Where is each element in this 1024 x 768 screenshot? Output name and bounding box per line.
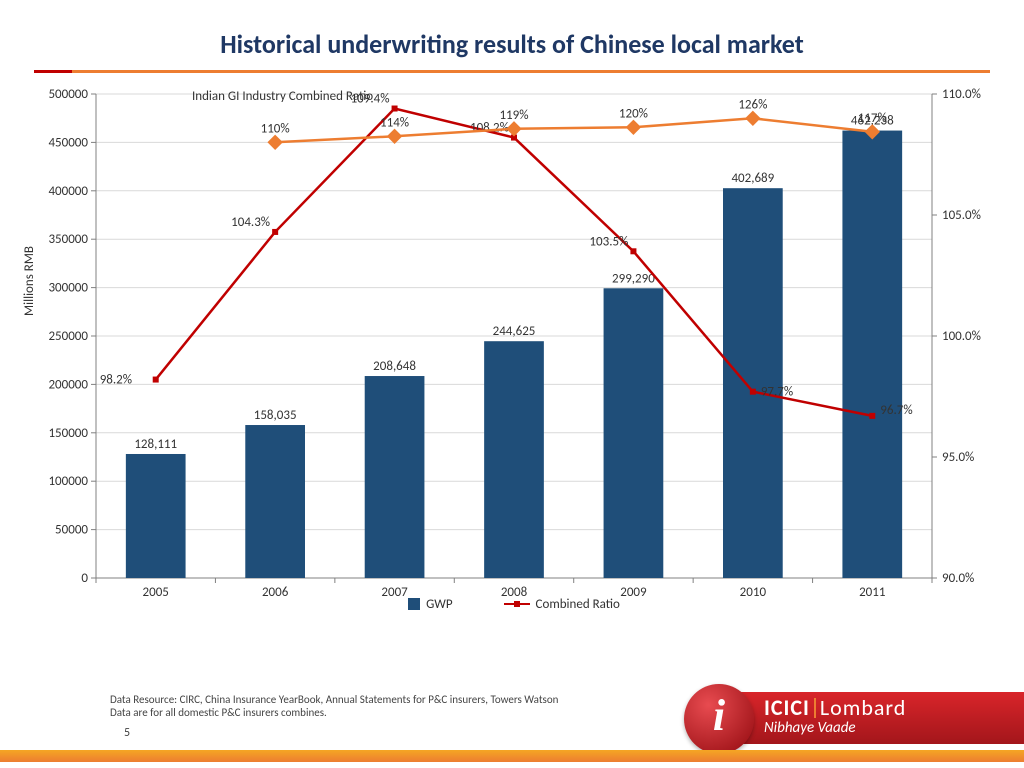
svg-text:208,648: 208,648 (373, 359, 416, 374)
svg-text:402,689: 402,689 (731, 171, 774, 186)
svg-text:244,625: 244,625 (493, 324, 536, 339)
svg-text:117%: 117% (858, 111, 887, 126)
annotation-title: Indian GI Industry Combined Ratio (192, 89, 373, 104)
logo-brand1: ICICI (764, 694, 810, 721)
svg-text:100000: 100000 (48, 474, 88, 489)
slide-title: Historical underwriting results of Chine… (0, 0, 1024, 70)
svg-text:450000: 450000 (48, 135, 88, 150)
svg-text:119%: 119% (499, 108, 528, 123)
logo-icon: i (684, 684, 754, 754)
svg-text:250000: 250000 (48, 329, 88, 344)
svg-text:0: 0 (81, 571, 88, 586)
title-underline (34, 70, 990, 73)
svg-text:114%: 114% (380, 115, 409, 130)
svg-text:90.0%: 90.0% (942, 571, 974, 586)
svg-text:200000: 200000 (48, 377, 88, 392)
legend-swatch-bar (408, 598, 420, 610)
note-line-1: Data Resource: CIRC, China Insurance Yea… (110, 693, 558, 707)
svg-text:105.0%: 105.0% (942, 208, 981, 223)
combo-chart: 0 50000 100000 150000 200000 250000 300000 3500… (34, 86, 994, 656)
logo-tagline: Nibhaye Vaade (764, 719, 1016, 737)
logo-brand2: Lombard (820, 694, 906, 721)
legend-label-gwp: GWP (426, 597, 452, 612)
svg-text:120%: 120% (619, 106, 648, 121)
page-number: 5 (124, 726, 130, 740)
brand-logo: i ICICILombard Nibhaye Vaade (684, 686, 1024, 750)
legend-label-combined: Combined Ratio (536, 597, 620, 612)
svg-text:103.5%: 103.5% (589, 234, 628, 249)
logo-text: ICICI Lombard Nibhaye Vaade (764, 694, 1016, 737)
svg-text:96.7%: 96.7% (880, 403, 912, 418)
svg-text:104.3%: 104.3% (231, 215, 270, 230)
note-line-2: Data are for all domestic P&C insurers c… (110, 706, 558, 720)
svg-text:300000: 300000 (48, 281, 88, 296)
svg-text:100.0%: 100.0% (942, 329, 981, 344)
svg-text:400000: 400000 (48, 184, 88, 199)
svg-text:126%: 126% (738, 97, 767, 112)
logo-divider-icon (814, 698, 816, 718)
svg-text:299,290: 299,290 (612, 271, 655, 286)
svg-text:128,111: 128,111 (134, 437, 177, 452)
svg-text:500000: 500000 (48, 87, 88, 102)
legend-item-combined: Combined Ratio (504, 597, 620, 612)
bottom-accent-bar (0, 750, 1024, 762)
svg-text:98.2%: 98.2% (100, 373, 132, 388)
svg-text:95.0%: 95.0% (942, 450, 974, 465)
svg-text:110%: 110% (261, 121, 290, 136)
legend-item-gwp: GWP (408, 597, 452, 612)
svg-text:150000: 150000 (48, 426, 88, 441)
svg-text:350000: 350000 (48, 232, 88, 247)
svg-text:110.0%: 110.0% (942, 87, 981, 102)
y1-axis-label: Millions RMB (22, 246, 37, 316)
svg-text:158,035: 158,035 (254, 408, 297, 423)
legend: GWP Combined Ratio (34, 597, 994, 615)
svg-text:97.7%: 97.7% (761, 385, 793, 400)
legend-swatch-line (504, 598, 530, 610)
data-source-notes: Data Resource: CIRC, China Insurance Yea… (110, 693, 558, 721)
chart-container: Millions RMB Indian GI Industry Combined… (34, 86, 994, 656)
svg-text:50000: 50000 (55, 523, 88, 538)
